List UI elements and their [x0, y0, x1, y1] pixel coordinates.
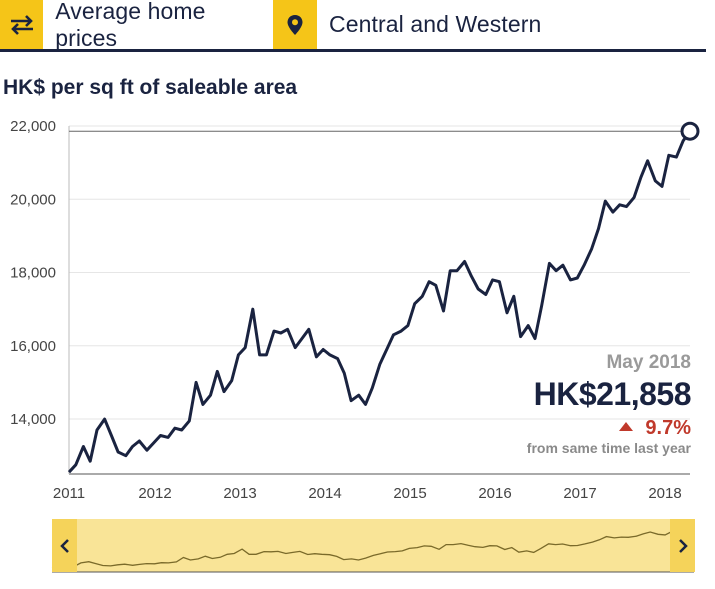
- summary-change: 9.7%: [527, 417, 691, 440]
- chevron-left-icon: [59, 538, 69, 553]
- y-tick-label: 22,000: [10, 118, 56, 135]
- x-tick-label: 2015: [393, 485, 426, 502]
- y-tick-label: 18,000: [10, 265, 56, 282]
- swap-arrows-icon: [0, 0, 44, 49]
- map-pin-icon: [273, 0, 317, 49]
- x-tick-label: 2018: [648, 485, 681, 502]
- x-tick-label: 2017: [563, 485, 596, 502]
- summary-panel: May 2018 HK$21,858 9.7% from same time l…: [526, 352, 692, 456]
- divider: [270, 0, 273, 49]
- summary-price: HK$21,858: [533, 376, 692, 412]
- x-tick-label: 2014: [308, 485, 341, 502]
- navigator-window[interactable]: [75, 519, 670, 572]
- y-tick-label: 14,000: [10, 411, 56, 428]
- x-tick-label: 2011: [53, 485, 85, 502]
- summary-date: May 2018: [606, 352, 691, 373]
- x-axis: 2011 2012 2013 2014 2015 2016 2017 2018: [53, 485, 682, 502]
- y-axis: 14,000 16,000 18,000 20,000 22,000: [10, 118, 56, 428]
- grid: [69, 125, 690, 420]
- x-tick-label: 2013: [223, 485, 256, 502]
- change-note: from same time last year: [526, 440, 691, 456]
- change-value: 9.7%: [645, 417, 691, 439]
- metric-selector[interactable]: Average home prices: [0, 0, 270, 51]
- up-triangle-icon: [619, 422, 634, 431]
- x-tick-label: 2012: [138, 485, 171, 502]
- navigator-right-handle[interactable]: [670, 519, 695, 572]
- chart-title: HK$ per sq ft of saleable area: [3, 76, 298, 99]
- navigator-series: [51, 527, 695, 569]
- y-tick-label: 20,000: [10, 191, 56, 208]
- navigator-left-handle[interactable]: [52, 519, 77, 572]
- metric-label: Average home prices: [55, 0, 206, 51]
- district-selector[interactable]: Central and Western: [273, 0, 706, 49]
- x-tick-label: 2016: [478, 485, 511, 502]
- chevron-right-icon: [678, 538, 688, 553]
- highlight-marker[interactable]: [680, 121, 700, 141]
- y-tick-label: 16,000: [10, 338, 56, 355]
- header-bar: Average home prices Central and Western: [0, 0, 706, 52]
- district-label: Central and Western: [329, 11, 542, 37]
- series-line: [67, 130, 692, 474]
